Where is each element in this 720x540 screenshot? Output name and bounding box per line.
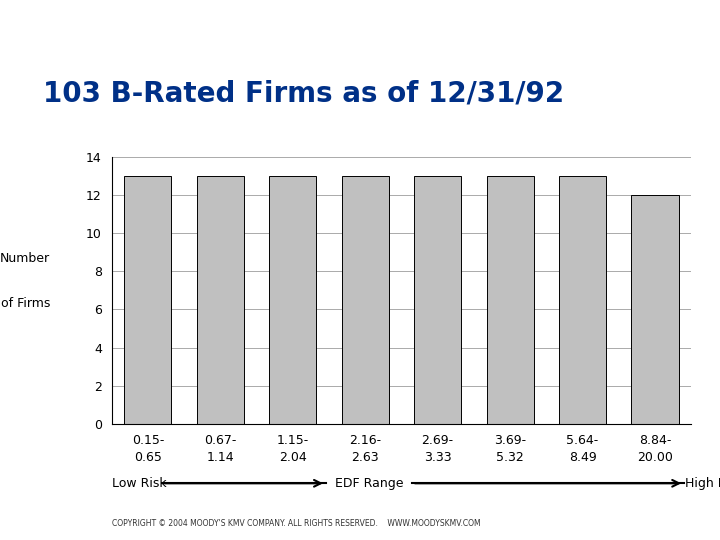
Text: of Firms: of Firms — [1, 297, 50, 310]
Text: High Risk: High Risk — [685, 477, 720, 490]
Text: Number: Number — [0, 252, 50, 265]
Bar — [631, 195, 678, 424]
Bar — [414, 176, 462, 424]
Bar — [197, 176, 244, 424]
Text: EDF Range: EDF Range — [335, 477, 403, 490]
Text: 33   □   Measuring & Managing Credit Risk: Understanding the EDF™ Credit Measure: 33 □ Measuring & Managing Credit Risk: U… — [14, 20, 472, 29]
Bar — [487, 176, 534, 424]
Bar — [559, 176, 606, 424]
Bar — [125, 176, 171, 424]
Bar — [269, 176, 316, 424]
Bar — [341, 176, 389, 424]
Text: COPYRIGHT © 2004 MOODY'S KMV COMPANY. ALL RIGHTS RESERVED.    WWW.MOODYSKMV.COM: COPYRIGHT © 2004 MOODY'S KMV COMPANY. AL… — [112, 519, 480, 528]
Text: 103 B-Rated Firms as of 12/31/92: 103 B-Rated Firms as of 12/31/92 — [43, 79, 564, 107]
Text: Low Risk: Low Risk — [112, 477, 166, 490]
